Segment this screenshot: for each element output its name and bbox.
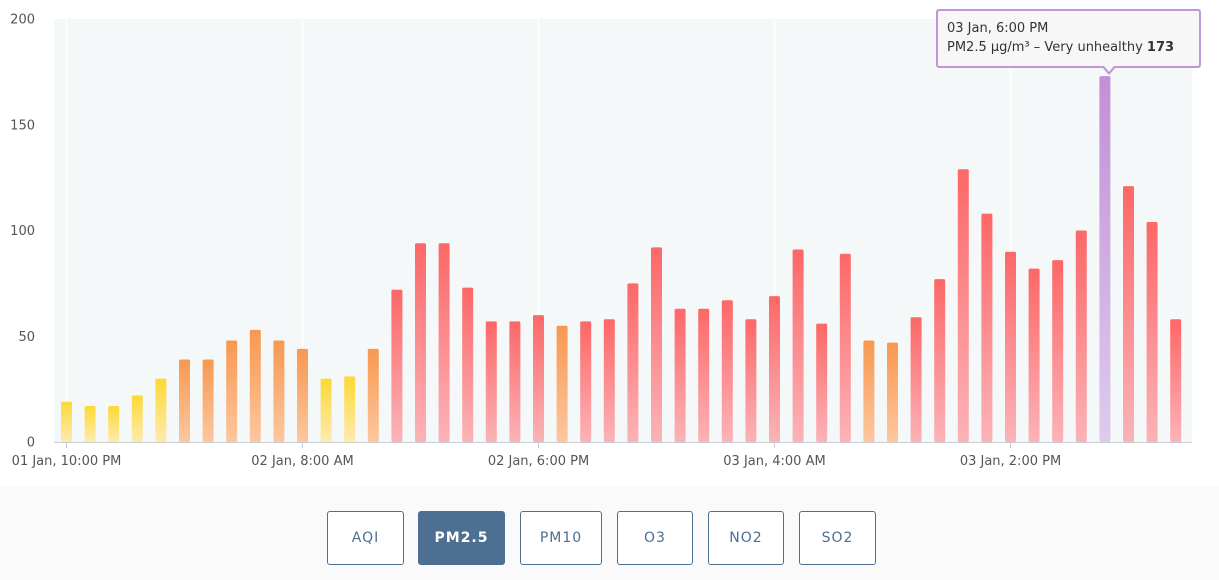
bar (249, 329, 261, 442)
pm10-button[interactable]: PM10 (520, 511, 602, 565)
bar (1146, 222, 1158, 442)
so2-button[interactable]: SO2 (799, 511, 876, 565)
bar (651, 247, 662, 442)
bar (1028, 268, 1040, 442)
pm25-bar-chart: 01 Jan, 10:00 PM 02 Jan, 8:00 AM 02 Jan, 6… (10, 13, 1192, 469)
bar (745, 319, 757, 442)
bar (415, 243, 426, 442)
o3-button[interactable]: O3 (617, 511, 693, 565)
bar (627, 283, 639, 442)
chart-area: 01 Jan, 10:00 PM 02 Jan, 8:00 AM 02 Jan, 6… (10, 9, 1201, 469)
aqi-button[interactable]: AQI (327, 511, 404, 565)
bar (887, 342, 898, 442)
data-tooltip: 03 Jan, 6:00 PM PM2.5 µg/m³ – Very unhea… (936, 9, 1201, 68)
bar (863, 340, 875, 442)
plot-background (54, 19, 1192, 442)
bars (61, 76, 1182, 442)
x-tick-label: 03 Jan, 2:00 PM (960, 454, 1061, 469)
bar (1170, 319, 1182, 442)
bar (674, 308, 686, 442)
bar (792, 249, 804, 442)
tooltip-time: 03 Jan, 6:00 PM (947, 21, 1049, 36)
bar (297, 348, 308, 442)
bar (226, 340, 238, 442)
bar (769, 296, 780, 442)
x-tick-label: 01 Jan, 10:00 PM (12, 454, 122, 469)
y-tick-label: 150 (10, 118, 35, 133)
bar (556, 325, 568, 442)
tooltip-pointer-inner (1104, 66, 1114, 72)
bar (179, 359, 190, 442)
bar (391, 289, 403, 442)
bar (273, 340, 285, 442)
no2-button[interactable]: NO2 (708, 511, 784, 565)
y-tick-label: 50 (18, 330, 35, 345)
bar (438, 243, 450, 442)
pm25-button[interactable]: PM2.5 (418, 511, 505, 565)
bar (108, 406, 120, 442)
bar (1075, 230, 1087, 442)
bar (1052, 260, 1064, 442)
bar (131, 395, 143, 442)
bar (934, 279, 946, 442)
y-tick-label: 200 (10, 13, 35, 28)
bar (84, 406, 96, 442)
x-tick-label: 03 Jan, 4:00 AM (723, 454, 825, 469)
pollutant-selector: AQI PM2.5 PM10 O3 NO2 SO2 (0, 486, 1219, 580)
bar (580, 321, 592, 442)
bar (509, 321, 521, 442)
bar (485, 321, 497, 442)
bar (320, 378, 332, 442)
bar (367, 348, 379, 442)
bar (603, 319, 615, 442)
bar (721, 300, 733, 442)
bar (344, 376, 356, 442)
bar (910, 317, 922, 442)
y-tick-label: 100 (10, 224, 35, 239)
tooltip-label-row: PM2.5 µg/m³ – Very unhealthy 173 (947, 38, 1190, 57)
bar (533, 315, 544, 442)
x-tick-label: 02 Jan, 6:00 PM (488, 454, 589, 469)
bar-highlighted (1099, 76, 1111, 442)
bar (957, 169, 969, 442)
bar (1123, 186, 1134, 442)
axes: 01 Jan, 10:00 PM 02 Jan, 8:00 AM 02 Jan, 6… (10, 13, 1192, 469)
y-tick-label: 0 (27, 436, 35, 451)
tooltip-label: PM2.5 µg/m³ – Very unhealthy (947, 40, 1143, 55)
bar (981, 213, 993, 442)
bar (61, 401, 72, 442)
bar (1005, 251, 1016, 442)
bar (839, 253, 851, 442)
bar (202, 359, 214, 442)
bar (816, 323, 828, 442)
bar (698, 308, 710, 442)
bar (462, 287, 474, 442)
bar (155, 378, 167, 442)
tooltip-value: 173 (1146, 40, 1175, 55)
x-tick-label: 02 Jan, 8:00 AM (251, 454, 353, 469)
